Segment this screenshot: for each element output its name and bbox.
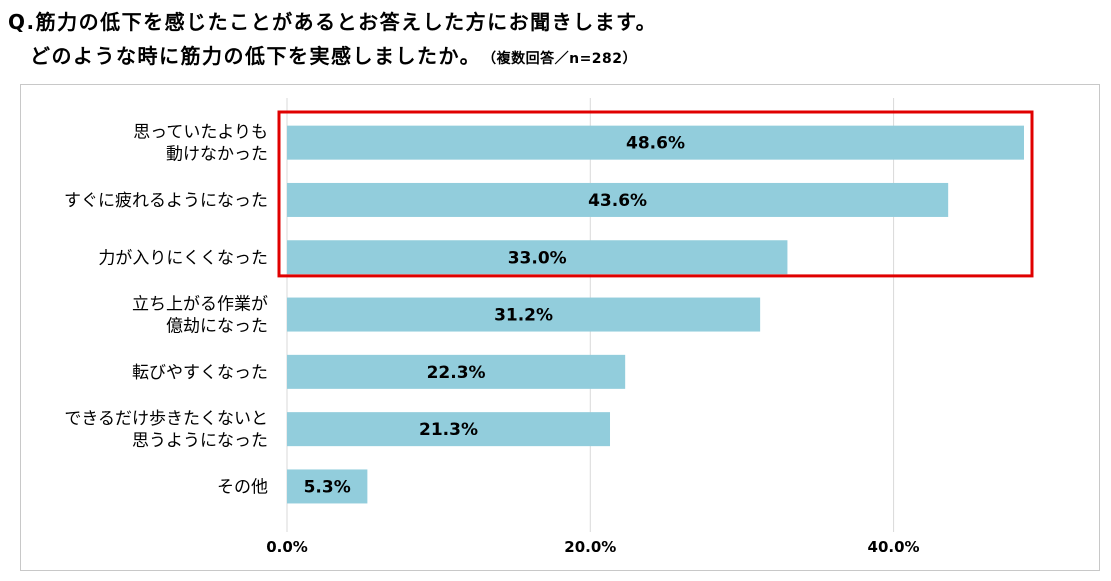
bar <box>287 297 761 332</box>
question-title-line2: どのような時に筋力の低下を実感しましたか。 （複数回答／n=282） <box>30 40 637 69</box>
category-label: 立ち上がる作業が <box>132 295 268 315</box>
category-label: 力が入りにくくなった <box>98 248 268 268</box>
category-label: 転びやすくなった <box>132 363 268 383</box>
category-label: できるだけ歩きたくないと <box>64 409 268 429</box>
sample-note: （複数回答／n=282） <box>489 51 638 67</box>
bar-value-label: 22.3% <box>427 363 486 383</box>
category-label: すぐに疲れるようになった <box>64 191 268 211</box>
bar <box>287 125 1024 160</box>
bar <box>287 469 368 504</box>
category-label: 億劫になった <box>166 317 268 337</box>
bar-value-label: 21.3% <box>419 420 478 440</box>
bar-value-label: 48.6% <box>626 134 685 154</box>
bar <box>287 354 626 389</box>
bar <box>287 412 611 447</box>
category-label: 動けなかった <box>166 145 268 165</box>
bar-value-label: 5.3% <box>304 477 351 497</box>
x-tick-label: 20.0% <box>564 538 616 556</box>
bar <box>287 182 949 217</box>
category-label: 思っていたよりも <box>133 123 268 143</box>
question-text: どのような時に筋力の低下を実感しましたか。 <box>30 44 482 68</box>
question-title-line1: Q.筋力の低下を感じたことがあるとお答えした方にお聞きします。 <box>8 10 658 34</box>
x-tick-label: 0.0% <box>266 538 308 556</box>
x-tick-label: 40.0% <box>868 538 920 556</box>
chart-frame <box>20 84 1100 571</box>
bar-value-label: 33.0% <box>508 248 567 268</box>
highlight-box <box>277 110 1034 278</box>
bar-value-label: 43.6% <box>588 191 647 211</box>
bar-value-label: 31.2% <box>494 306 553 326</box>
bar <box>287 240 788 275</box>
category-label: その他 <box>217 477 268 497</box>
category-label: 思うようになった <box>132 431 268 451</box>
